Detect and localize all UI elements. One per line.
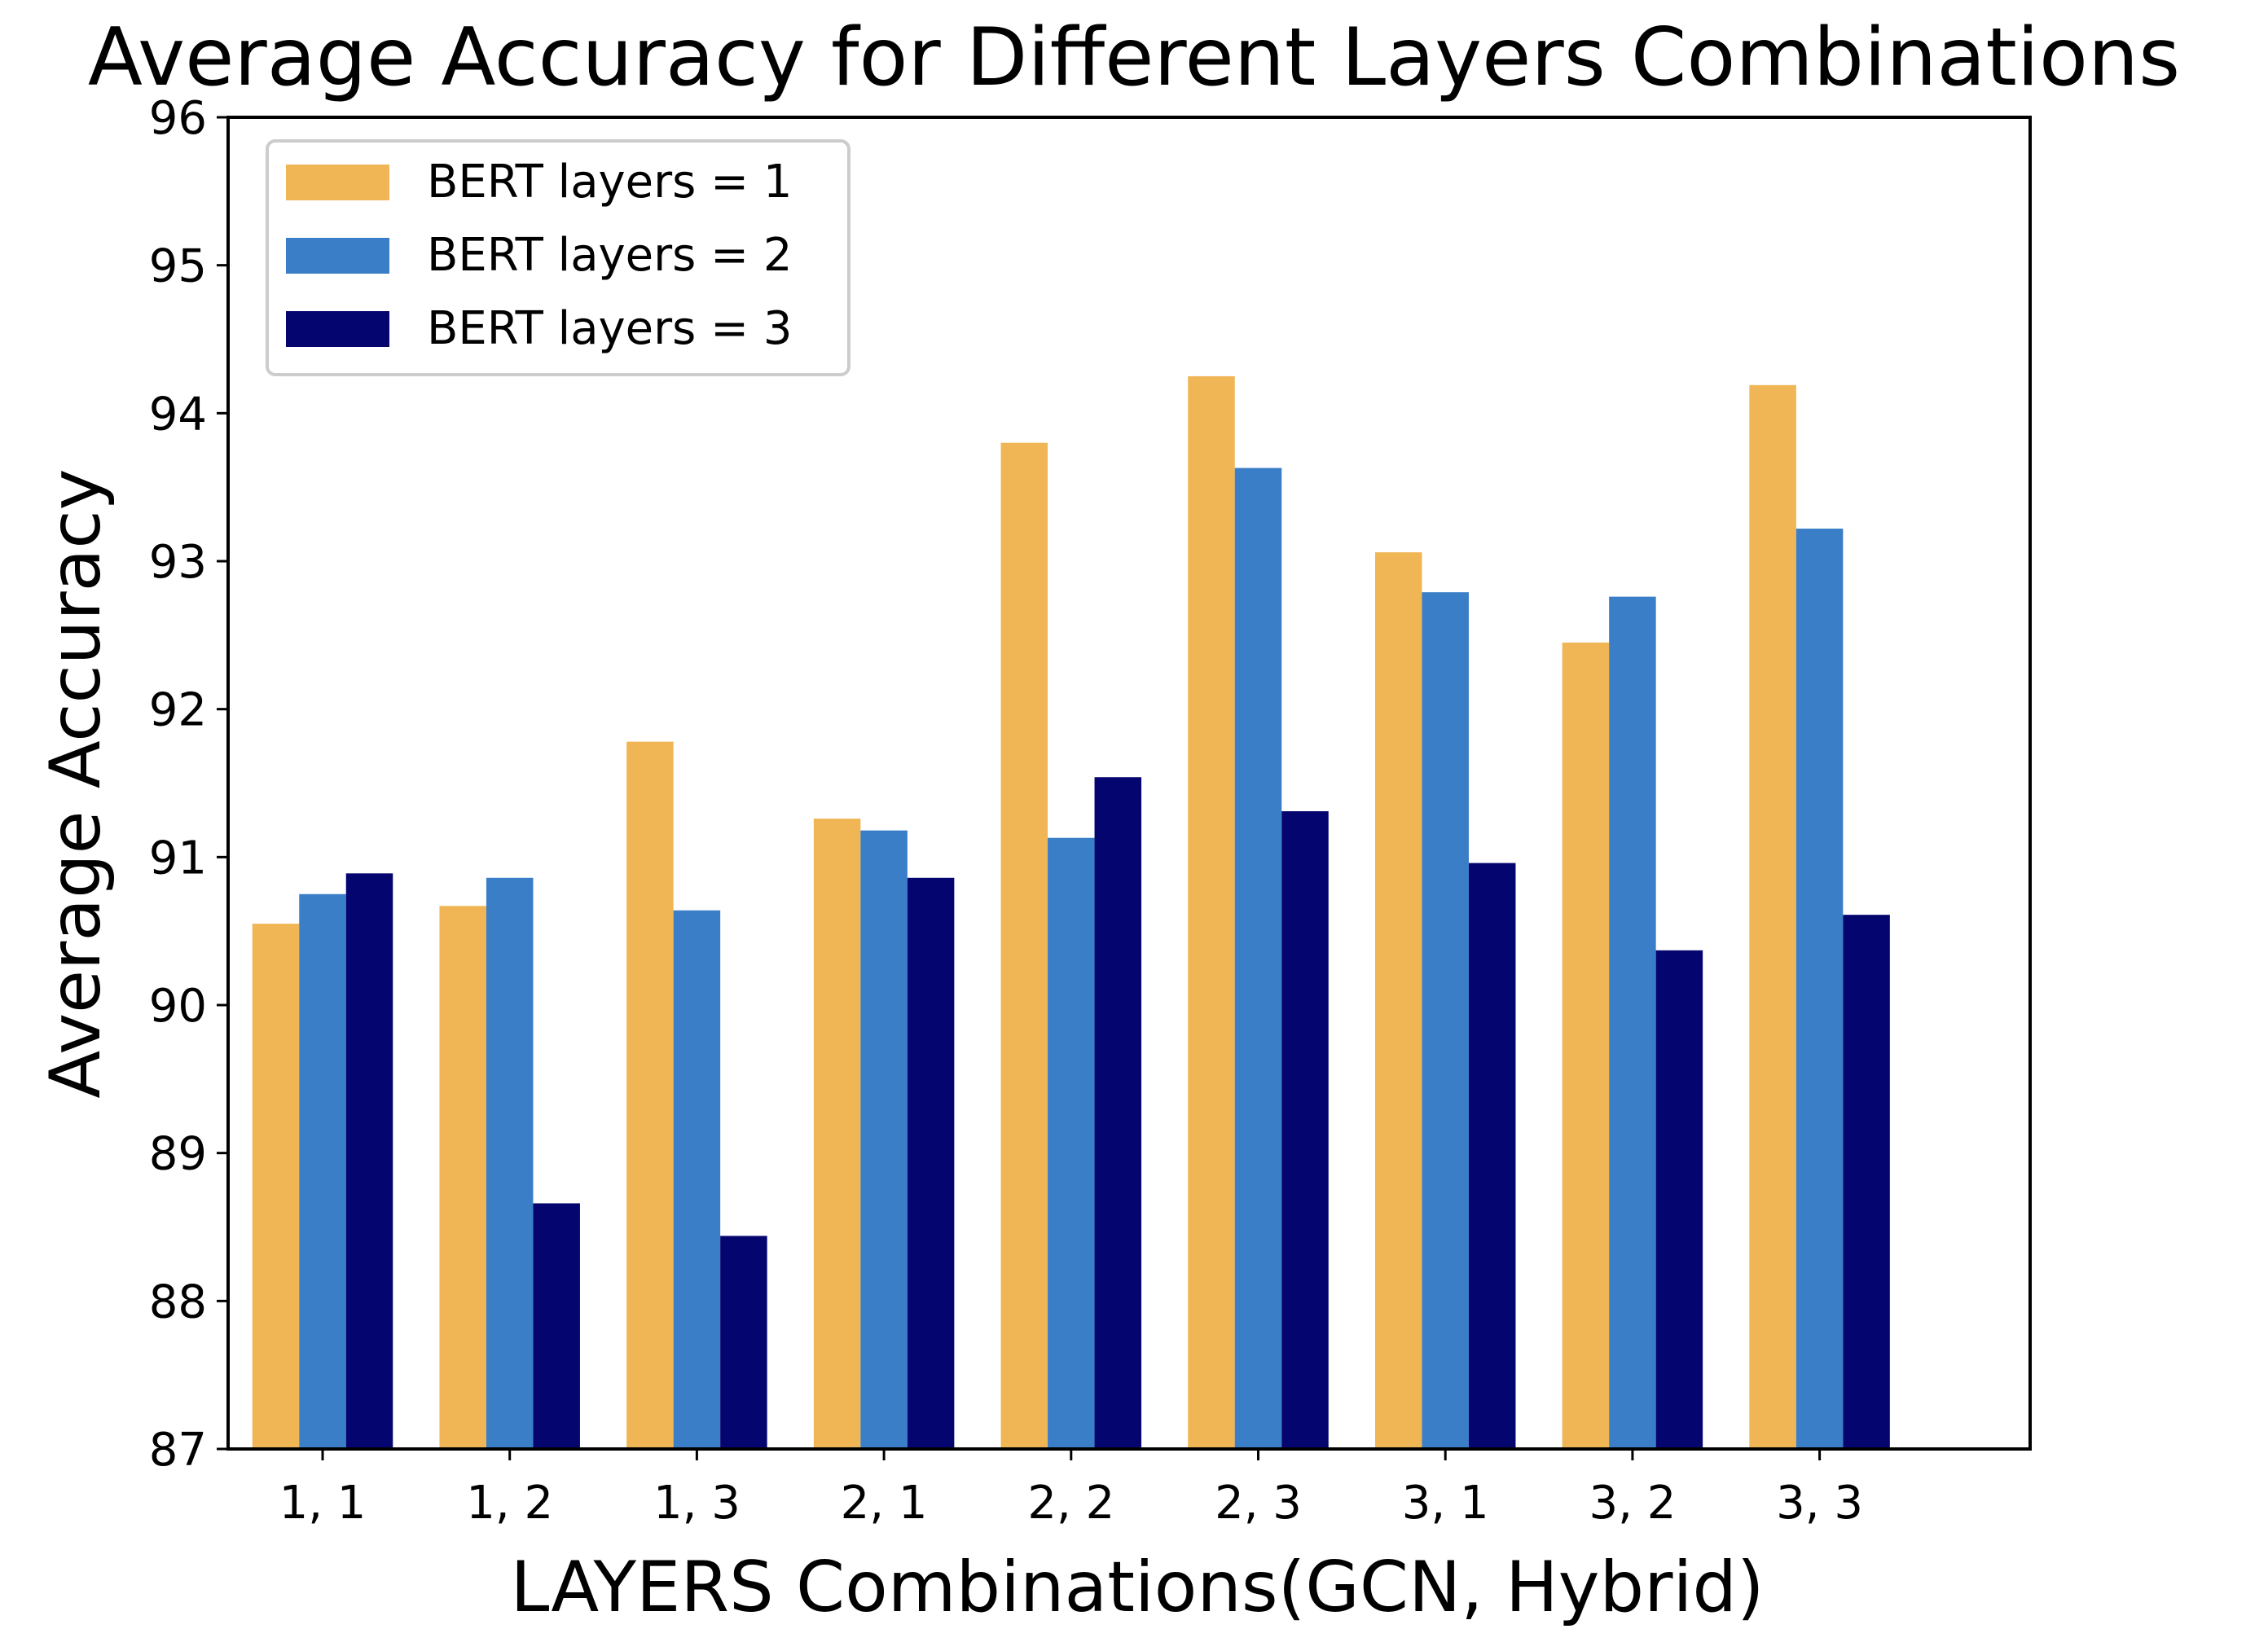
y-tick-label: 92 [149,684,207,737]
bar-3-2-series-3 [1655,950,1703,1449]
bar-2-2-series-2 [1048,837,1095,1449]
bar-2-2-series-3 [1094,777,1142,1449]
bar-1-1-series-3 [345,873,393,1449]
bar-3-2-series-1 [1562,642,1610,1449]
bar-1-1-series-2 [299,893,346,1449]
bar-1-2-series-2 [486,877,534,1449]
bar-3-3-series-1 [1749,384,1796,1449]
x-axis-ticks: 1, 1 1, 2 1, 3 2, 1 2, 2 2, 3 3, 1 3, 2 3, 3 [279,1449,1863,1530]
bar-2-1-series-3 [907,877,955,1449]
x-tick-label: 2, 2 [1027,1477,1114,1530]
bar-3-3-series-2 [1796,529,1844,1449]
y-tick-label: 96 [149,92,207,145]
x-axis-label: LAYERS Combinations(GCN, Hybrid) [510,1547,1764,1628]
x-tick-label: 3, 3 [1776,1477,1863,1530]
legend-label-series-1: BERT layers = 1 [427,156,792,209]
bar-1-2-series-3 [533,1203,580,1449]
y-tick-label: 88 [149,1275,207,1328]
legend-label-series-2: BERT layers = 2 [427,229,792,282]
bar-1-2-series-1 [439,906,486,1449]
bar-2-3-series-3 [1281,811,1329,1449]
legend-items: BERT layers = 1 BERT layers = 2 BERT layer… [286,156,792,355]
y-tick-label: 94 [149,388,207,441]
bar-2-1-series-1 [813,819,861,1449]
bar-1-3-series-3 [720,1236,767,1449]
y-tick-label: 87 [149,1424,207,1477]
legend-swatch-series-2 [286,238,389,274]
y-axis-label: Average Accuracy [35,468,116,1098]
x-tick-label: 1, 2 [466,1477,553,1530]
y-axis-ticks: 87 88 89 90 91 92 93 94 95 96 [149,92,228,1477]
legend-swatch-series-1 [286,165,389,200]
y-tick-label: 95 [149,240,207,293]
bar-3-1-series-1 [1374,552,1422,1449]
x-tick-label: 2, 3 [1215,1477,1302,1530]
legend-frame [266,139,850,376]
bar-2-1-series-2 [860,830,908,1449]
legend-swatch-series-3 [286,311,389,347]
x-tick-label: 1, 1 [279,1477,367,1530]
bar-1-3-series-1 [626,741,674,1449]
x-tick-label: 1, 3 [653,1477,741,1530]
bar-3-3-series-3 [1843,915,1890,1449]
bar-2-3-series-1 [1188,375,1235,1449]
chart-title: Average Accuracy for Different Layers Co… [88,11,2180,104]
bar-2-2-series-1 [1000,442,1048,1450]
bar-1-3-series-2 [673,910,721,1449]
y-tick-label: 90 [149,980,207,1033]
plot-frame [226,116,2032,1451]
y-tick-label: 93 [149,536,207,589]
x-tick-label: 3, 2 [1589,1477,1676,1530]
bar-1-1-series-1 [252,924,300,1449]
bars-group [252,375,1890,1450]
bar-3-2-series-2 [1609,596,1656,1449]
legend: BERT layers = 1 BERT layers = 2 BERT layer… [266,139,850,376]
y-tick-label: 91 [149,832,207,885]
bar-3-1-series-3 [1468,863,1516,1449]
bar-3-1-series-2 [1422,592,1469,1449]
x-tick-label: 3, 1 [1402,1477,1489,1530]
legend-label-series-3: BERT layers = 3 [427,302,792,355]
bar-2-3-series-2 [1234,468,1282,1449]
x-tick-label: 2, 1 [841,1477,928,1530]
y-tick-label: 89 [149,1128,207,1181]
